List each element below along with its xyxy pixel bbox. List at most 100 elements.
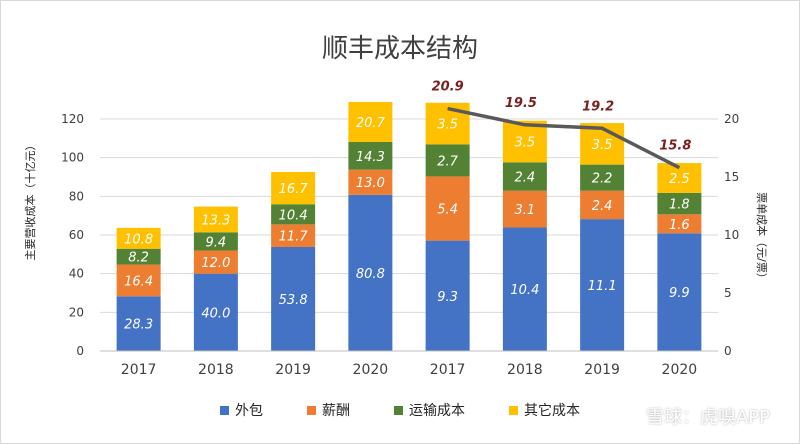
x-tick-label: 2019	[584, 362, 620, 378]
per-ticket-cost-label: 19.5	[505, 96, 537, 111]
bar-value-label-other: 10.8	[124, 232, 153, 247]
per-ticket-cost-line	[447, 106, 681, 170]
x-tick-label: 2017	[121, 362, 157, 378]
bar-value-label-salary: 12.0	[201, 256, 230, 271]
bar-segment-salary	[580, 190, 625, 220]
legend-item-other: 其它成本	[509, 400, 580, 420]
bar-value-label-transport: 9.4	[206, 235, 227, 250]
legend-item-outsourcing: 外包	[220, 400, 263, 420]
x-tick-label: 2017	[430, 362, 466, 378]
y-left-tick-label: 40	[69, 267, 84, 281]
bar-segment-outsourcing	[193, 273, 238, 351]
x-tick-label: 2020	[353, 362, 389, 378]
bar-segment-transport	[193, 232, 238, 251]
y-left-tick-label: 60	[69, 228, 84, 242]
legend-label-transport: 运输成本	[409, 403, 465, 419]
bar-segment-outsourcing	[271, 246, 316, 351]
y-right-tick-label: 5	[724, 286, 732, 300]
bar-value-label-transport: 1.8	[669, 198, 690, 213]
x-tick-label: 2018	[507, 362, 543, 378]
legend-item-salary: 薪酬	[307, 400, 350, 420]
legend-swatch-salary	[307, 405, 316, 415]
bar-segment-other	[348, 101, 393, 143]
y-left-tick-label: 100	[61, 151, 84, 165]
bar-value-label-outsourcing: 9.9	[669, 286, 690, 301]
chart-title: 顺丰成本结构	[321, 34, 478, 64]
bar-segment-salary	[348, 169, 393, 195]
bar-segment-other	[271, 171, 316, 205]
bar-value-label-transport: 2.7	[437, 154, 458, 169]
bar-value-label-other: 3.5	[437, 118, 458, 133]
bar-segment-other	[657, 163, 702, 193]
bar-value-label-other: 2.5	[669, 172, 690, 187]
bar-segment-salary	[271, 224, 316, 247]
bar-segment-salary	[193, 250, 238, 274]
y-right-tick-label: 20	[724, 112, 739, 126]
bar-segment-transport	[116, 248, 161, 265]
bar-value-label-salary: 2.4	[592, 199, 613, 214]
legend-swatch-outsourcing	[220, 405, 229, 415]
y-axis-left-label: 主要营收成本（十亿元）	[24, 139, 37, 261]
legend-label-outsourcing: 外包	[235, 403, 263, 419]
bar-value-label-salary: 1.6	[669, 218, 690, 233]
bar-segment-transport	[348, 142, 393, 170]
bar-value-label-other: 20.7	[356, 116, 386, 131]
bar-segment-outsourcing	[580, 219, 625, 351]
per-ticket-cost-label: 20.9	[432, 80, 464, 95]
per-ticket-cost-label: 15.8	[659, 139, 691, 154]
legend-label-salary: 薪酬	[322, 403, 350, 419]
bar-segment-transport	[657, 192, 702, 215]
bar-segment-outsourcing	[348, 194, 393, 351]
bar-value-label-outsourcing: 28.3	[124, 318, 153, 333]
bar-value-label-outsourcing: 53.8	[279, 293, 308, 308]
y-right-tick-label: 15	[724, 170, 739, 184]
bar-segment-other	[502, 120, 547, 163]
bar-value-label-salary: 13.0	[356, 176, 385, 191]
bar-segment-salary	[657, 214, 702, 234]
bar-value-label-salary: 3.1	[515, 203, 536, 218]
y-left-tick-label: 80	[69, 189, 84, 203]
per-ticket-cost-label: 19.2	[582, 99, 614, 114]
bar-value-label-outsourcing: 11.1	[588, 279, 617, 294]
bar-value-label-outsourcing: 9.3	[437, 290, 458, 305]
bar-value-label-outsourcing: 80.8	[356, 267, 385, 282]
bar-value-label-salary: 16.4	[124, 274, 153, 289]
bar-segment-outsourcing	[657, 233, 702, 351]
y-right-tick-label: 10	[724, 228, 739, 242]
bar-value-label-salary: 11.7	[279, 230, 309, 245]
x-tick-label: 2018	[198, 362, 234, 378]
y-left-tick-label: 120	[61, 112, 84, 126]
bar-segment-other	[193, 206, 238, 233]
legend-label-other: 其它成本	[524, 403, 580, 419]
bar-segment-salary	[116, 264, 161, 297]
bar-value-label-outsourcing: 40.0	[201, 306, 230, 321]
bar-segment-transport	[425, 144, 470, 177]
bar-value-label-other: 13.3	[201, 213, 230, 228]
bar-value-label-transport: 14.3	[356, 150, 385, 165]
x-tick-label: 2019	[275, 362, 311, 378]
y-axis-right-label: 票单成本（元/票）	[755, 192, 768, 284]
y-left-tick-label: 20	[69, 305, 84, 319]
x-tick-label: 2020	[662, 362, 698, 378]
bar-value-label-salary: 5.4	[437, 203, 458, 218]
bar-value-label-other: 3.5	[592, 138, 613, 153]
bar-segment-transport	[580, 164, 625, 191]
bar-segment-salary	[502, 190, 547, 228]
watermark-text: 雪球：虎嗅APP	[645, 407, 770, 428]
bar-segment-transport	[271, 204, 316, 225]
bar-segment-transport	[502, 162, 547, 191]
bar-value-label-transport: 8.2	[128, 251, 149, 266]
bar-value-label-outsourcing: 10.4	[510, 283, 539, 298]
legend: 外包 薪酬 运输成本 其它成本	[0, 400, 800, 420]
y-left-tick-label: 0	[76, 344, 84, 358]
legend-item-transport: 运输成本	[394, 400, 465, 420]
bar-value-label-transport: 10.4	[279, 208, 308, 223]
y-right-tick-label: 0	[724, 344, 732, 358]
bar-segment-outsourcing	[502, 227, 547, 351]
bar-value-label-other: 16.7	[279, 182, 309, 197]
bar-segment-salary	[425, 176, 470, 241]
bar-value-label-other: 3.5	[515, 136, 536, 151]
bar-value-label-transport: 2.4	[515, 171, 536, 186]
